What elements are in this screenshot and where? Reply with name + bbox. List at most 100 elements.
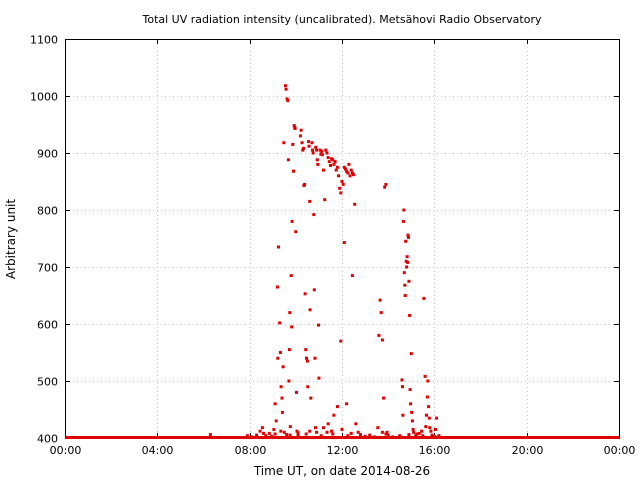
data-point xyxy=(359,433,362,437)
data-point xyxy=(282,141,286,145)
data-point xyxy=(350,274,354,278)
data-point xyxy=(326,422,330,426)
data-point xyxy=(404,239,408,243)
data-point xyxy=(427,405,431,409)
data-point xyxy=(298,134,302,138)
data-point xyxy=(346,434,350,438)
y-tick-label: 700 xyxy=(37,262,58,275)
data-point xyxy=(302,146,305,150)
data-point xyxy=(409,352,413,356)
data-point xyxy=(408,388,412,392)
data-point xyxy=(282,430,286,434)
data-point xyxy=(356,430,360,434)
data-point xyxy=(406,233,410,237)
data-point xyxy=(308,308,312,312)
data-point xyxy=(258,429,262,433)
data-point xyxy=(342,165,346,169)
y-tick-label: 1100 xyxy=(30,34,58,47)
data-point xyxy=(320,153,324,157)
data-point xyxy=(430,433,434,437)
data-point xyxy=(350,171,354,175)
data-point xyxy=(383,185,387,189)
data-point xyxy=(353,202,357,206)
data-point xyxy=(288,311,292,315)
data-point xyxy=(344,167,347,171)
data-point xyxy=(324,148,328,152)
data-point xyxy=(425,413,428,417)
data-point xyxy=(417,431,421,435)
data-point xyxy=(304,348,308,352)
data-point xyxy=(429,429,433,433)
data-point xyxy=(296,433,300,437)
data-point xyxy=(331,432,335,436)
data-point xyxy=(391,435,395,439)
data-point xyxy=(423,374,427,378)
data-point xyxy=(337,174,340,178)
data-point xyxy=(376,426,380,430)
data-point xyxy=(290,219,294,223)
data-point xyxy=(329,164,332,167)
data-point xyxy=(262,431,265,435)
x-tick-label: 16:00 xyxy=(419,444,451,457)
data-point xyxy=(311,148,314,152)
data-point xyxy=(278,351,282,354)
data-point xyxy=(300,141,304,145)
data-point xyxy=(245,434,249,438)
data-point xyxy=(372,435,376,439)
data-point xyxy=(303,292,307,296)
data-point xyxy=(278,321,282,325)
data-point xyxy=(313,356,317,360)
data-point xyxy=(322,426,325,430)
data-point xyxy=(327,160,331,164)
data-point xyxy=(415,432,419,436)
data-point xyxy=(296,431,300,435)
data-point xyxy=(405,255,409,259)
data-point xyxy=(354,422,358,426)
data-point xyxy=(411,427,415,431)
data-point xyxy=(342,241,346,244)
data-point xyxy=(294,230,298,234)
data-point xyxy=(311,151,315,155)
data-point xyxy=(402,208,406,212)
data-point xyxy=(332,413,336,417)
data-point xyxy=(421,434,425,438)
data-point xyxy=(299,128,303,132)
y-tick-label: 600 xyxy=(37,319,58,332)
data-point xyxy=(286,158,290,162)
data-point xyxy=(403,283,407,287)
data-point xyxy=(267,431,271,435)
data-point xyxy=(286,99,290,103)
x-tick-label: 20:00 xyxy=(512,444,544,457)
data-point xyxy=(325,430,329,434)
x-tick-label: 08:00 xyxy=(235,444,267,457)
data-point xyxy=(425,395,429,399)
data-point xyxy=(312,288,316,292)
data-point xyxy=(335,405,339,409)
data-point xyxy=(323,198,327,202)
data-point xyxy=(281,365,285,369)
baseline-series xyxy=(65,436,619,439)
data-point xyxy=(382,396,386,400)
x-tick-labels: 00:00 04:00 08:00 12:00 16:00 20:00 00:00 xyxy=(50,444,636,457)
x-axis-label: Time UT, on date 2014-08-26 xyxy=(253,464,430,478)
data-point xyxy=(349,168,353,172)
data-point xyxy=(335,165,339,169)
data-point xyxy=(274,419,278,423)
data-point xyxy=(280,410,284,414)
data-point xyxy=(422,296,426,300)
data-point xyxy=(312,213,316,217)
data-point xyxy=(339,339,343,343)
data-point xyxy=(308,199,312,203)
data-point xyxy=(340,180,344,183)
data-point xyxy=(308,429,312,433)
data-point xyxy=(276,356,280,360)
data-point xyxy=(407,235,410,239)
data-point xyxy=(424,425,428,429)
data-point xyxy=(432,434,436,438)
y-axis-label: Arbitrary unit xyxy=(4,199,18,279)
data-point xyxy=(305,359,309,363)
data-point xyxy=(304,432,308,436)
x-tick-label: 00:00 xyxy=(604,444,636,457)
data-point xyxy=(420,429,424,433)
data-point xyxy=(315,148,319,152)
